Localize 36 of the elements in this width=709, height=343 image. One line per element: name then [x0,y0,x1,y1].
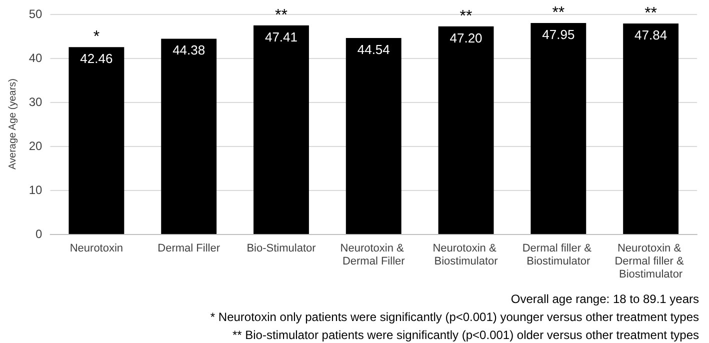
data-label: 44.54 [357,42,390,58]
annotation: ** [644,5,658,22]
annotation: ** [552,4,565,22]
data-label: 42.46 [80,51,113,66]
annotation: ** [460,8,472,25]
y-tick-label: 40 [28,51,43,65]
x-tick-label: Bio-Stimulator [246,242,316,254]
x-tick-label: Neurotoxin & Biostimulator [432,242,500,268]
text: * Neurotoxin only patients were significantly (p<0.001) younger versus other treatment types [210,310,700,324]
bar [346,38,402,234]
y-tick-label: 10 [28,183,43,197]
x-tick-label: Dermal filler & Biostimulator [522,242,594,268]
y-tick-label: 50 [28,7,43,21]
y-tick-label: 20 [28,139,43,153]
y-tick-label: 30 [28,95,43,109]
text: ** Bio-stimulator patients were significantly (p<0.001) older versus other treatment types [232,328,700,342]
bar [68,47,124,234]
bar [161,38,217,234]
data-label: 47.41 [264,29,298,44]
x-tick-label: Dermal Filler [158,242,220,254]
x-tick-label: Neurotoxin & Dermal filler & Biostimulator [614,242,687,280]
x-tick-label: Neurotoxin & Dermal Filler [340,242,407,268]
x-tick-label: Neurotoxin [70,242,124,254]
bar [254,25,309,234]
data-label: 47.20 [450,30,482,46]
bar [530,23,586,234]
annotation: * [93,28,100,46]
data-label: 44.38 [172,42,206,58]
bar [438,26,494,234]
y-tick-label: 0 [36,227,43,241]
text: Overall age range: 18 to 89.1 years [510,292,700,306]
y-axis-title: Average Age (years) [8,78,18,170]
annotation: ** [275,6,288,24]
bar [623,24,679,234]
data-label: 47.84 [634,28,668,43]
data-label: 47.95 [542,27,575,42]
